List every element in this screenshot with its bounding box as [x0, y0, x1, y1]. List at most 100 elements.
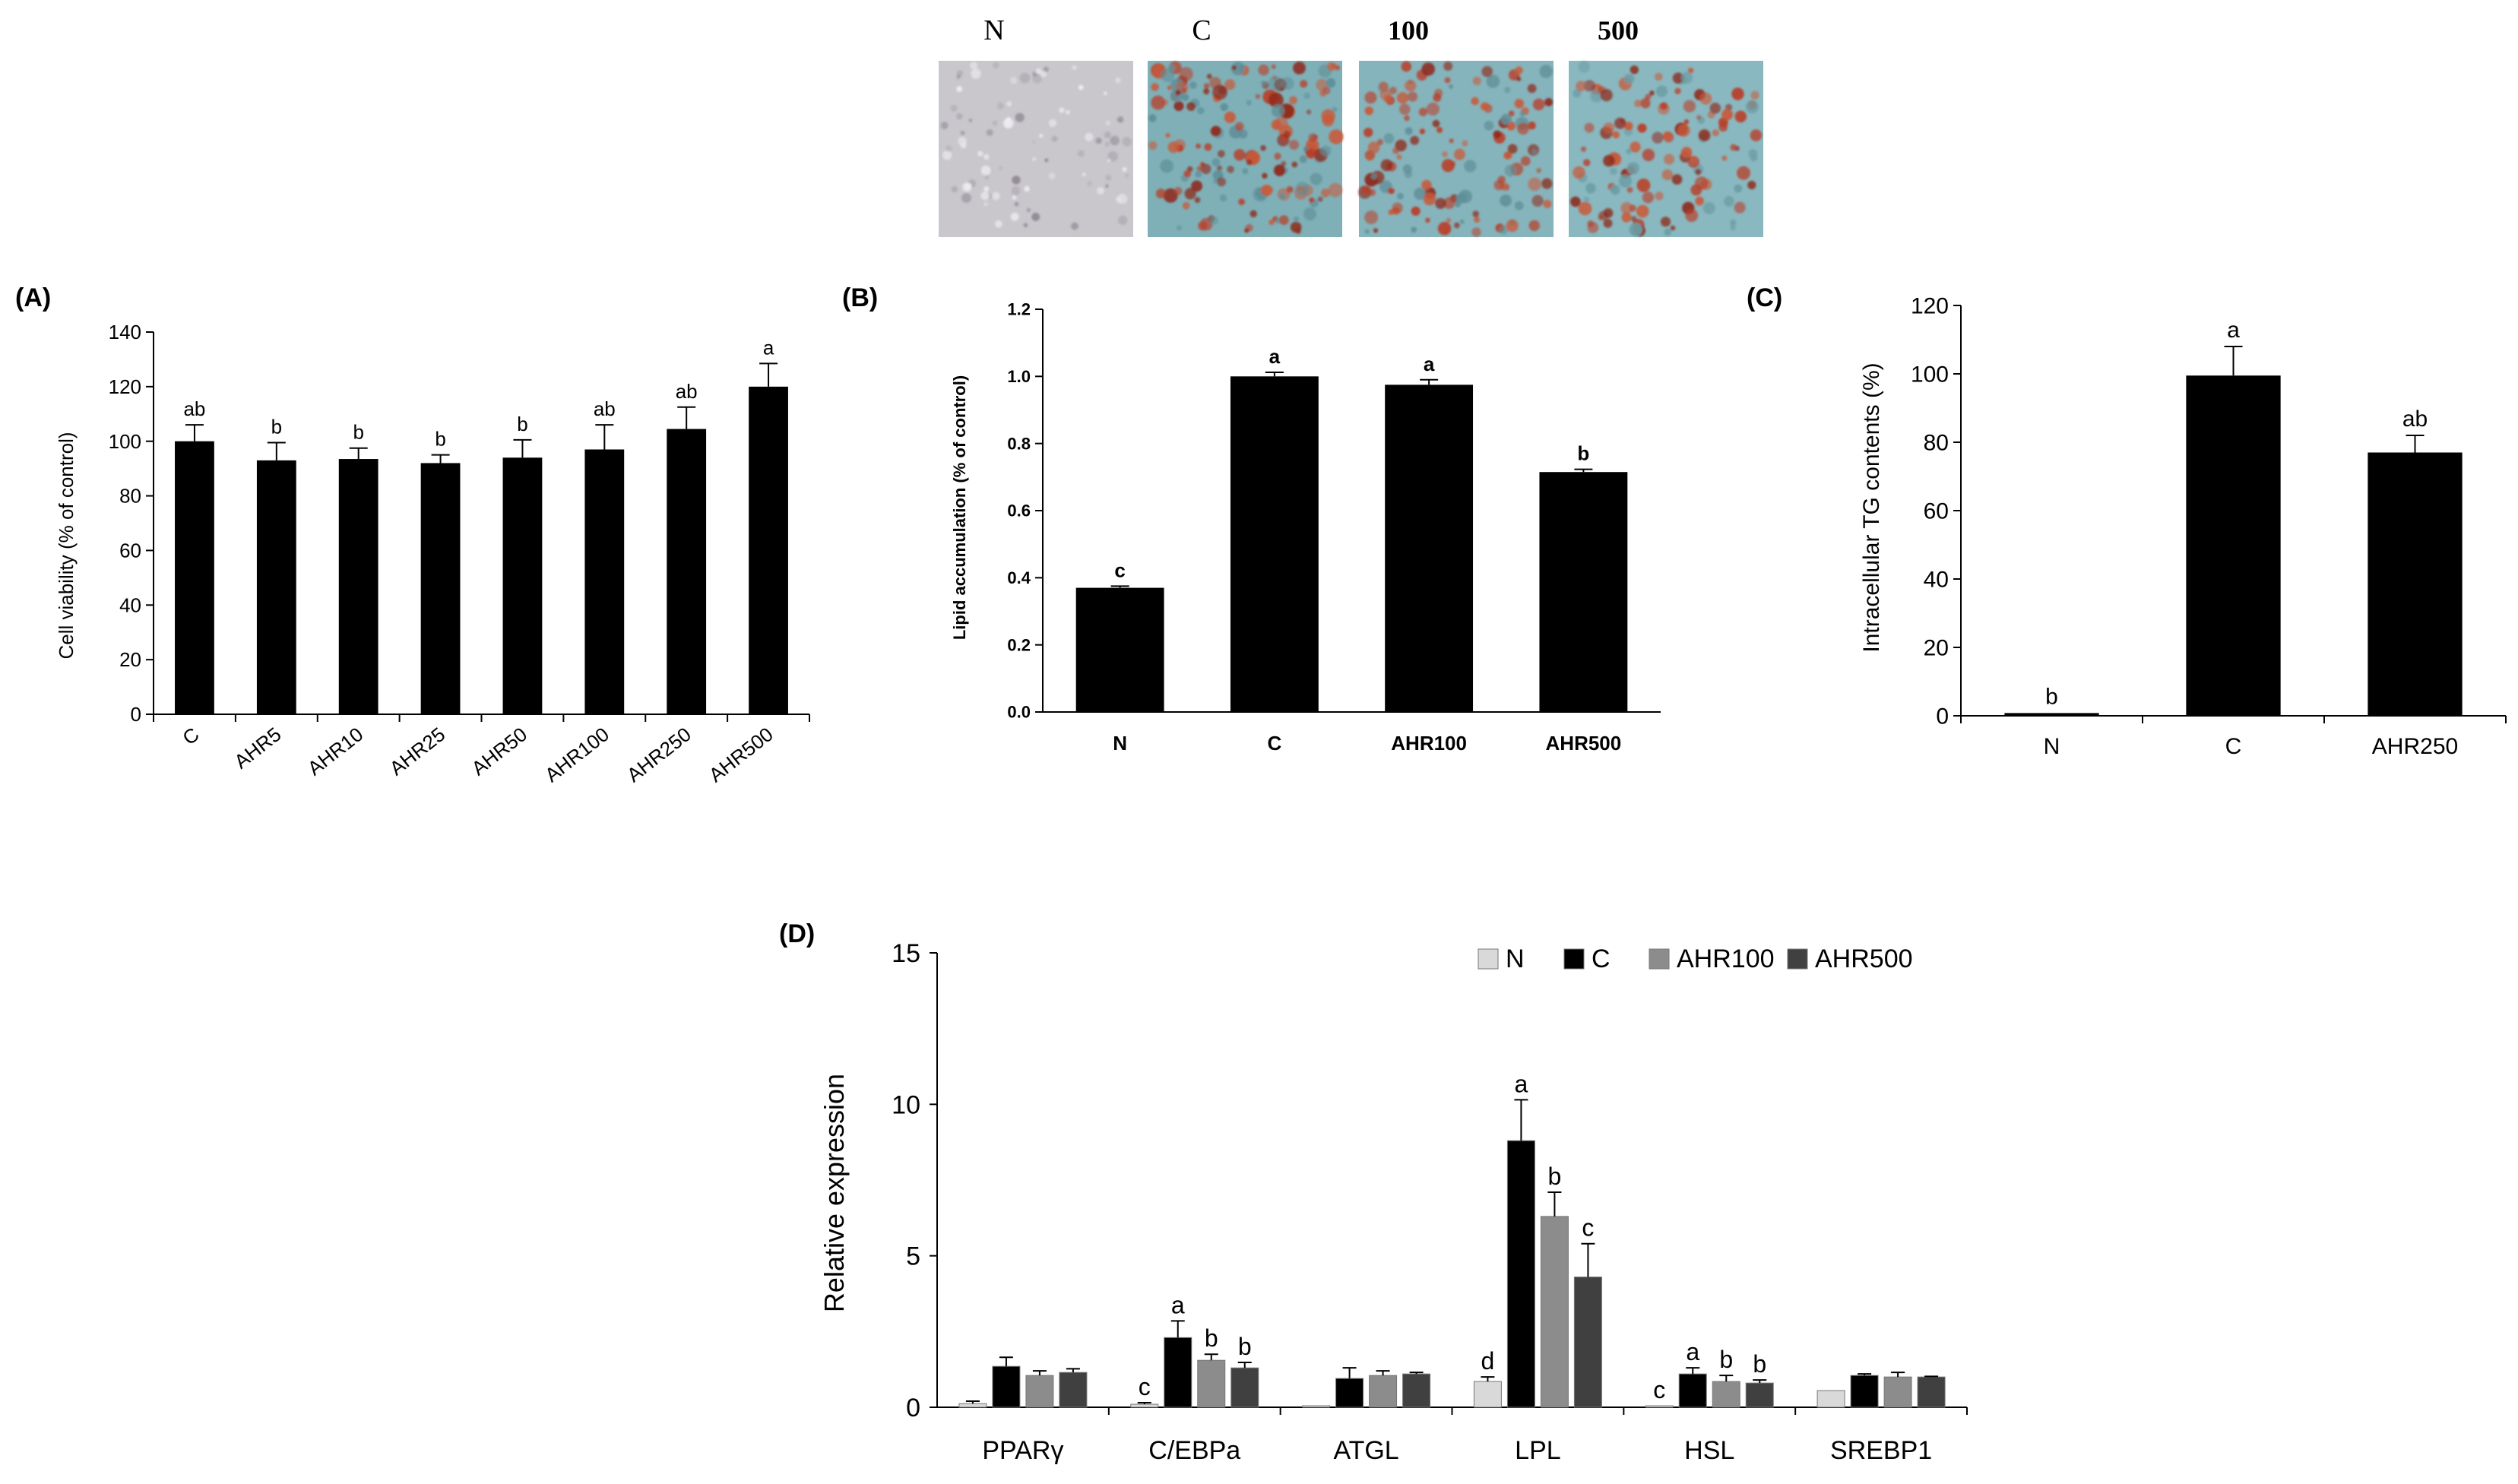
y-tick-label: 0 [906, 1394, 920, 1422]
lipid-droplet [1437, 222, 1452, 236]
lipid-droplet [1293, 216, 1300, 222]
panel-a-label: (A) [15, 283, 51, 312]
lipid-droplet [1370, 173, 1377, 180]
micrograph-cell [940, 122, 949, 130]
lipid-droplet [1609, 167, 1617, 176]
lipid-droplet [1748, 149, 1758, 159]
x-tick-label: AHR500 [1546, 732, 1622, 755]
micrograph-cell [992, 191, 1000, 201]
lipid-droplet [1500, 194, 1512, 207]
lipid-droplet [1508, 110, 1515, 117]
lipid-droplet [1621, 212, 1632, 223]
lipid-droplet [1443, 62, 1453, 71]
lipid-droplet [1484, 120, 1494, 131]
micrograph-cell [986, 128, 993, 136]
lipid-droplet [1583, 196, 1590, 203]
y-tick-label: 0.8 [1007, 434, 1031, 453]
lipid-droplet [1289, 96, 1297, 105]
lipid-droplet [1443, 197, 1455, 209]
micrograph-cell [1040, 71, 1047, 78]
lipid-droplet [1598, 210, 1608, 220]
lipid-droplet [1197, 106, 1205, 115]
lipid-droplet [1583, 80, 1595, 92]
lipid-droplet [1418, 107, 1427, 116]
lipid-droplet [1396, 92, 1409, 104]
lipid-droplet [1634, 100, 1642, 108]
micrograph-cell [1085, 132, 1094, 141]
bar [420, 463, 461, 714]
x-tick-label: AHR50 [467, 723, 532, 780]
lipid-droplet [1419, 128, 1426, 134]
micrograph-cell [1039, 134, 1044, 138]
lipid-droplet [1516, 76, 1522, 81]
lipid-droplet [1376, 138, 1383, 146]
lipid-droplet [1367, 155, 1373, 161]
lipid-droplet [1411, 226, 1417, 233]
lipid-droplet [1532, 98, 1545, 111]
lipid-droplet [1683, 100, 1696, 112]
lipid-droplet [1203, 83, 1210, 89]
panel-c-label: (C) [1747, 283, 1782, 312]
micrograph-cell [1012, 176, 1021, 185]
lipid-droplet [1630, 141, 1641, 153]
bar [667, 429, 707, 714]
lipid-droplet [1191, 180, 1202, 192]
significance-label: b [1238, 1333, 1252, 1360]
bar [1745, 1382, 1774, 1408]
lipid-droplet [1663, 131, 1672, 141]
micrograph-cell [1105, 175, 1112, 181]
significance-label: ab [2402, 407, 2428, 432]
lipid-droplet [1167, 141, 1180, 153]
bar [1678, 1373, 1707, 1408]
micrograph-cell [1104, 91, 1107, 95]
micrograph-label-500: 500 [1598, 15, 1639, 46]
lipid-droplet [1730, 224, 1737, 231]
lipid-droplet [1660, 102, 1668, 110]
lipid-droplet [1626, 148, 1632, 154]
micrograph-strip: N C 100 500 [939, 14, 1763, 237]
micrograph-cell [983, 201, 988, 207]
lipid-droplet [1434, 88, 1443, 98]
micrograph-cell [983, 153, 990, 160]
bar [958, 1403, 987, 1408]
lipid-droplet [1481, 65, 1493, 78]
x-tick-label: ATGL [1333, 1436, 1398, 1465]
micrograph-cell [1072, 65, 1077, 71]
lipid-droplet [1517, 122, 1529, 135]
lipid-droplet [1721, 155, 1728, 161]
x-tick-label: AHR100 [1391, 732, 1467, 755]
panel-d-legend: N C AHR100 AHR500 [1478, 945, 1913, 973]
significance-label: c [1114, 558, 1125, 581]
micrograph-cell [1078, 84, 1084, 90]
lipid-droplet [1444, 77, 1451, 84]
panel-c-ylabel: Intracellular TG contents (%) [1859, 362, 1884, 652]
lipid-droplet [1329, 129, 1344, 144]
lipid-droplet [1379, 88, 1392, 100]
lipid-droplet [1320, 145, 1332, 157]
lipid-droplet [1407, 91, 1418, 102]
significance-label: a [1171, 1291, 1185, 1318]
x-tick-label: AHR500 [705, 723, 778, 786]
lipid-droplet [1441, 159, 1455, 172]
lipid-droplet [1364, 210, 1379, 224]
lipid-droplet [1196, 143, 1201, 149]
lipid-droplet [1401, 61, 1412, 72]
lipid-droplet [1471, 227, 1481, 237]
micrograph-cell [1031, 213, 1040, 221]
significance-label: b [2045, 684, 2058, 709]
significance-label: b [1753, 1350, 1766, 1378]
lipid-droplet [1528, 177, 1541, 191]
lipid-droplet [1630, 65, 1639, 74]
panel-b-ylabel: Lipid accumulation (% of control) [950, 375, 969, 640]
lipid-droplet [1655, 85, 1668, 97]
lipid-droplet [1151, 95, 1166, 110]
lipid-droplet [1637, 123, 1647, 133]
x-tick-label: AHR250 [622, 723, 695, 786]
significance-label: b [353, 421, 363, 444]
lipid-droplet [1504, 87, 1511, 93]
lipid-droplet [1308, 133, 1317, 142]
bar [2368, 452, 2463, 716]
lipid-droplet [1160, 159, 1173, 173]
micrograph-cell [1010, 77, 1018, 84]
lipid-droplet [1472, 76, 1481, 86]
